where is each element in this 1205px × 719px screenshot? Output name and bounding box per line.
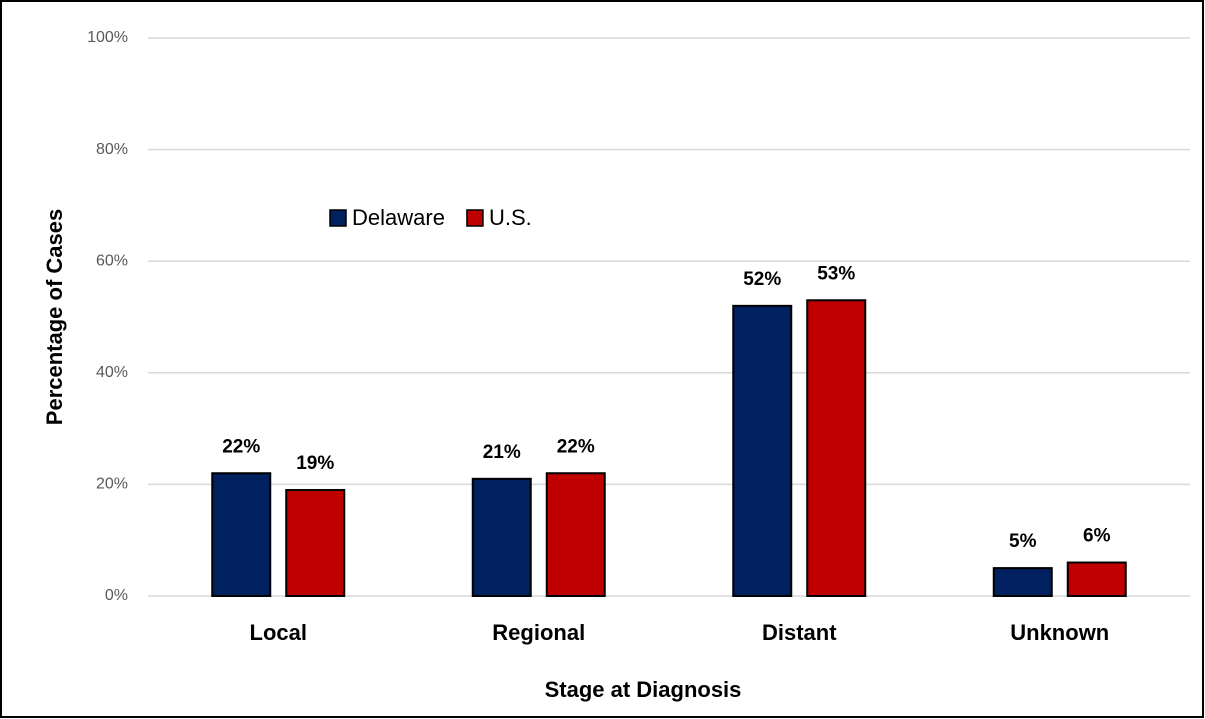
x-tick-label: Local	[250, 620, 307, 645]
bar	[211, 472, 272, 597]
y-tick-label: 80%	[96, 141, 128, 158]
x-tick-label: Distant	[762, 620, 837, 645]
legend-swatch	[466, 209, 484, 227]
bar	[471, 477, 532, 598]
bar	[285, 488, 346, 598]
bar	[992, 567, 1053, 597]
data-label: 22%	[557, 436, 595, 457]
legend-label: Delaware	[352, 205, 445, 230]
y-axis-title: Percentage of Cases	[42, 209, 67, 425]
y-tick-label: 40%	[96, 364, 128, 381]
data-label: 22%	[222, 436, 260, 457]
data-label: 5%	[1009, 531, 1037, 552]
x-axis-title: Stage at Diagnosis	[545, 677, 742, 702]
y-tick-label: 20%	[96, 476, 128, 493]
y-tick-label: 0%	[105, 587, 128, 604]
legend-swatch	[329, 209, 347, 227]
data-label: 6%	[1083, 526, 1111, 547]
data-label: 53%	[817, 263, 855, 284]
data-label: 19%	[296, 453, 334, 474]
data-label: 21%	[483, 442, 521, 463]
bar	[806, 299, 867, 597]
bar	[732, 304, 793, 597]
y-tick-label: 60%	[96, 252, 128, 269]
x-tick-label: Regional	[492, 620, 585, 645]
bar	[545, 472, 606, 597]
legend-label: U.S.	[489, 205, 532, 230]
bar	[1066, 561, 1127, 598]
data-label: 52%	[743, 269, 781, 290]
y-tick-label: 100%	[87, 29, 128, 46]
x-tick-label: Unknown	[1010, 620, 1109, 645]
